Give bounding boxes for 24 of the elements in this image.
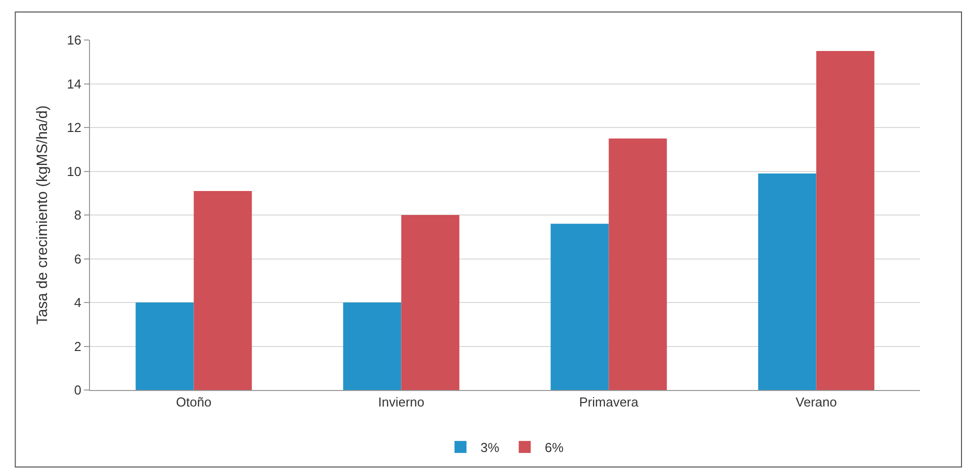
y-tick-label: 2 bbox=[74, 338, 82, 354]
y-tick-label: 12 bbox=[66, 120, 82, 136]
y-tick-label: 6 bbox=[74, 251, 82, 266]
legend-label: 3% bbox=[480, 440, 500, 456]
y-tick-label: 14 bbox=[66, 76, 82, 92]
y-tick-label: 0 bbox=[74, 382, 82, 398]
x-tick-label: Primavera bbox=[579, 394, 640, 410]
bar bbox=[194, 190, 252, 390]
bar bbox=[401, 215, 460, 390]
bar bbox=[136, 302, 194, 390]
bar bbox=[816, 50, 874, 390]
y-tick-label: 4 bbox=[74, 295, 82, 310]
x-tick-label: Otoño bbox=[176, 394, 212, 410]
bar bbox=[550, 224, 609, 390]
bar bbox=[343, 302, 402, 390]
bar bbox=[758, 173, 816, 390]
y-tick-label: 16 bbox=[66, 32, 82, 48]
y-tick-label: 10 bbox=[66, 164, 82, 179]
bar bbox=[608, 138, 667, 390]
legend-label: 6% bbox=[544, 440, 564, 456]
y-axis-title: Tasa de crecimiento (kgMS/ha/d) bbox=[34, 105, 52, 325]
x-tick-label: Invierno bbox=[378, 394, 424, 410]
y-tick-label: 8 bbox=[74, 208, 82, 223]
x-tick-label: Verano bbox=[796, 394, 837, 410]
